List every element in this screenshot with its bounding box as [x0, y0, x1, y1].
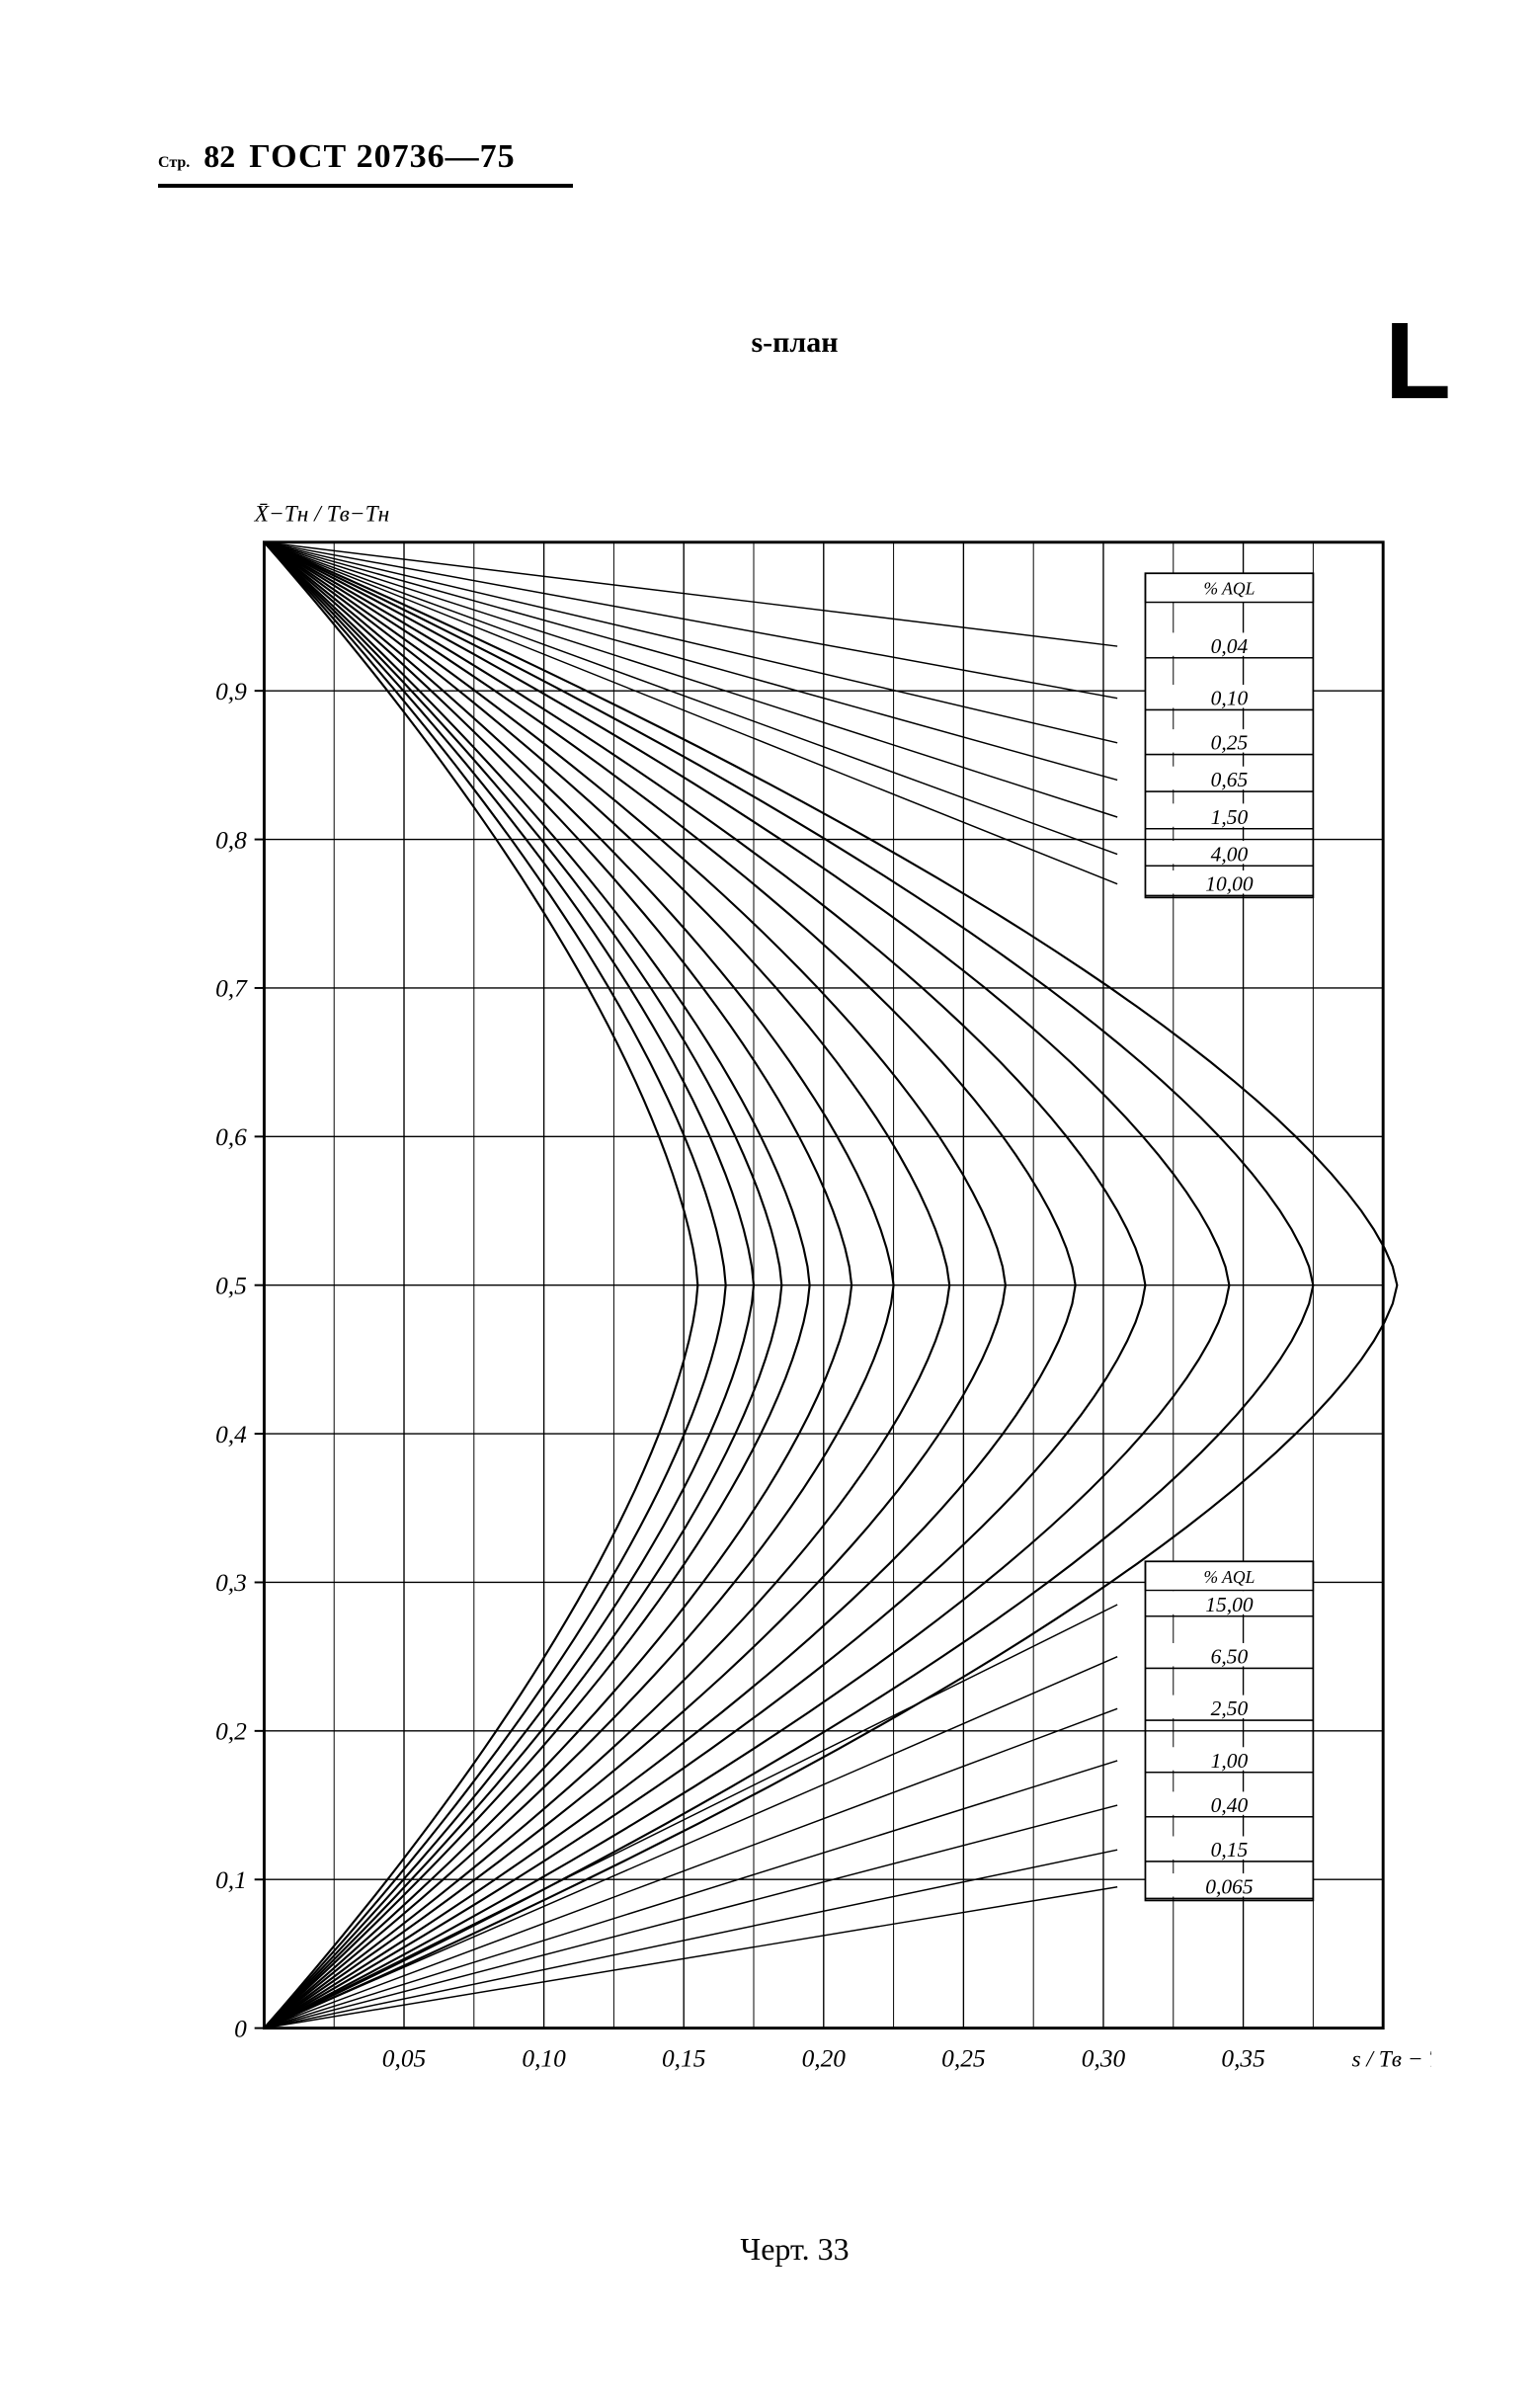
chart-container: 0 0,1 0,2 0,3 0,4 0,5 0,6 0,7 0,8 0,9 0,05 0,10 0,15…	[158, 445, 1431, 2184]
svg-text:0,8: 0,8	[215, 826, 247, 854]
svg-text:0,10: 0,10	[522, 2045, 566, 2073]
svg-text:0,04: 0,04	[1211, 634, 1249, 658]
svg-text:0,05: 0,05	[382, 2045, 426, 2073]
page-prefix: Стр.	[158, 154, 190, 172]
svg-text:2,50: 2,50	[1211, 1696, 1249, 1720]
svg-text:0,1: 0,1	[215, 1866, 247, 1894]
svg-text:0,35: 0,35	[1221, 2045, 1264, 2073]
svg-text:0,10: 0,10	[1211, 687, 1249, 710]
page-header: Стр. 82 ГОСТ 20736—75	[158, 138, 573, 188]
svg-text:0,25: 0,25	[1211, 731, 1249, 755]
svg-text:10,00: 10,00	[1205, 872, 1254, 896]
svg-text:0,7: 0,7	[215, 975, 248, 1003]
svg-text:1,00: 1,00	[1211, 1749, 1249, 1773]
svg-text:0,2: 0,2	[215, 1718, 247, 1746]
plan-title: s-план	[751, 326, 838, 360]
svg-text:0,20: 0,20	[802, 2045, 847, 2073]
svg-text:0,065: 0,065	[1205, 1875, 1254, 1899]
svg-text:% AQL: % AQL	[1203, 579, 1255, 599]
page-number: 82	[203, 138, 235, 175]
letter-mark: L	[1385, 298, 1451, 424]
svg-text:0,40: 0,40	[1211, 1793, 1249, 1817]
nomogram-chart: 0 0,1 0,2 0,3 0,4 0,5 0,6 0,7 0,8 0,9 0,05 0,10 0,15…	[158, 445, 1431, 2184]
svg-text:0,15: 0,15	[662, 2045, 705, 2073]
svg-text:4,00: 4,00	[1211, 842, 1249, 866]
svg-text:0,30: 0,30	[1082, 2045, 1126, 2073]
svg-text:0: 0	[234, 2015, 247, 2042]
svg-text:6,50: 6,50	[1211, 1644, 1249, 1668]
svg-text:0,5: 0,5	[215, 1272, 247, 1299]
svg-text:0,25: 0,25	[941, 2045, 985, 2073]
svg-text:0,4: 0,4	[215, 1421, 247, 1448]
figure-caption: Черт. 33	[158, 2231, 1431, 2268]
svg-text:s / Tв − Tн: s / Tв − Tн	[1351, 2047, 1431, 2073]
svg-text:0,65: 0,65	[1211, 768, 1249, 791]
svg-text:1,50: 1,50	[1211, 805, 1249, 829]
svg-text:0,6: 0,6	[215, 1123, 247, 1151]
svg-text:15,00: 15,00	[1205, 1593, 1254, 1616]
svg-text:0,9: 0,9	[215, 678, 247, 705]
svg-text:0,3: 0,3	[215, 1569, 247, 1597]
svg-text:X̄−Tн / Tв−Tн: X̄−Tн / Tв−Tн	[254, 501, 390, 527]
standard-code: ГОСТ 20736—75	[249, 138, 515, 176]
svg-text:0,15: 0,15	[1211, 1838, 1249, 1861]
svg-text:% AQL: % AQL	[1203, 1567, 1255, 1587]
